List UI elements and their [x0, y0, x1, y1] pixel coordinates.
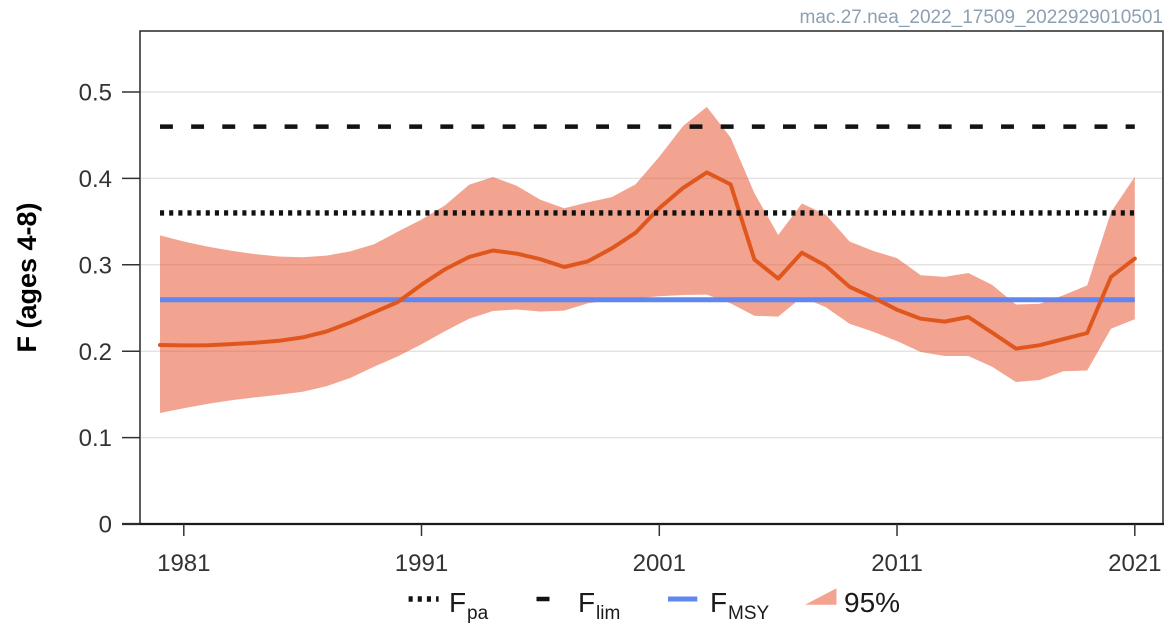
svg-text:0.2: 0.2	[79, 339, 112, 366]
svg-text:2001: 2001	[633, 550, 686, 577]
svg-text:2021: 2021	[1108, 550, 1161, 577]
svg-text:MSY: MSY	[728, 603, 770, 624]
svg-text:F: F	[449, 587, 466, 618]
svg-text:0.4: 0.4	[79, 166, 112, 193]
svg-text:0.1: 0.1	[79, 425, 112, 452]
svg-text:lim: lim	[596, 603, 620, 624]
svg-text:95%: 95%	[844, 587, 900, 618]
svg-text:mac.27.nea_2022_17509_20229290: mac.27.nea_2022_17509_2022929010501	[800, 7, 1163, 28]
svg-text:1981: 1981	[157, 550, 210, 577]
svg-text:0: 0	[99, 512, 112, 539]
svg-text:F: F	[710, 587, 727, 618]
svg-text:2011: 2011	[871, 550, 923, 577]
svg-text:1991: 1991	[395, 550, 448, 577]
svg-text:pa: pa	[467, 603, 489, 624]
svg-text:F: F	[578, 587, 595, 618]
svg-text:F (ages 4-8): F (ages 4-8)	[12, 202, 42, 352]
svg-text:0.5: 0.5	[79, 80, 112, 107]
svg-text:0.3: 0.3	[79, 252, 112, 279]
